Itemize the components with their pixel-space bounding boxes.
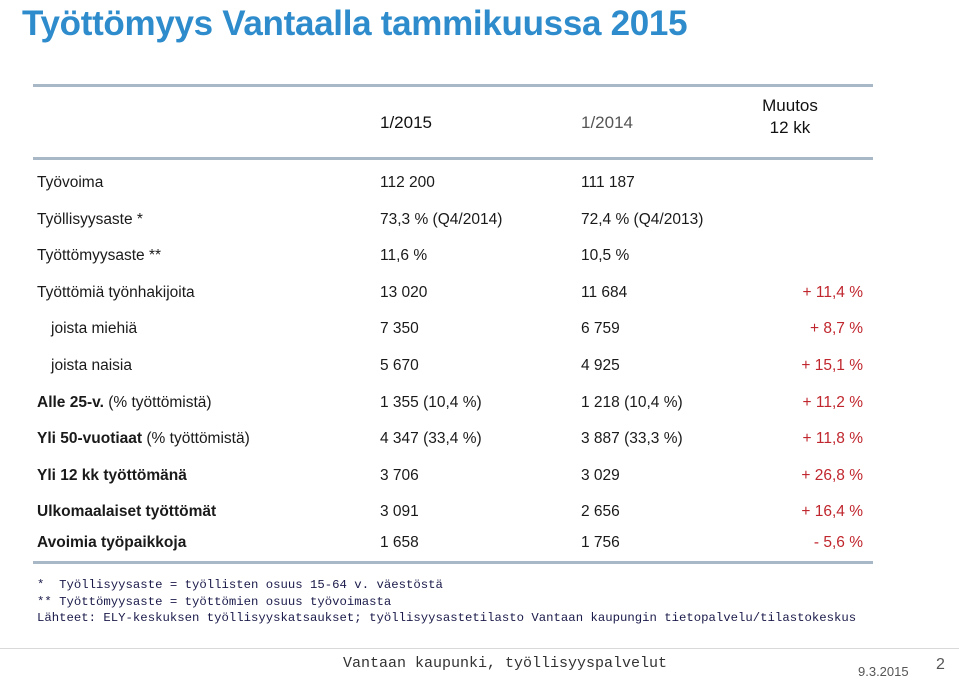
value-2015: 1 658: [380, 534, 419, 552]
page-title: Työttömyys Vantaalla tammikuussa 2015: [22, 4, 688, 43]
header-change-line1: Muutos: [762, 96, 818, 115]
value-2015: 11,6 %: [380, 247, 428, 265]
footer-date: 9.3.2015: [858, 664, 909, 679]
value-2015: 3 706: [380, 466, 419, 484]
value-2014: 6 759: [581, 320, 620, 338]
table-row: Yli 12 kk työttömänä 3 706 3 029 + 26,8 …: [33, 459, 873, 496]
change-value: + 11,4 %: [802, 283, 863, 301]
table-row: Yli 50-vuotiaat (% työttömistä) 4 347 (3…: [33, 422, 873, 459]
footnote-sources: Lähteet: ELY-keskuksen työllisyyskatsauk…: [37, 611, 857, 625]
value-2015: 73,3 % (Q4/2014): [380, 210, 503, 228]
row-label-group: Alle 25-v. (% työttömistä): [37, 394, 212, 412]
row-label: Yli 50-vuotiaat: [37, 430, 143, 448]
row-label: joista naisia: [51, 356, 132, 374]
value-2014: 1 756: [581, 534, 620, 552]
header-1-2015: 1/2015: [380, 113, 432, 132]
change-value: + 15,1 %: [801, 356, 863, 374]
value-2015: 4 347 (33,4 %): [380, 430, 482, 448]
value-2014: 3 887 (33,3 %): [581, 430, 683, 448]
table-row: joista miehiä 7 350 6 759 + 8,7 %: [33, 312, 873, 349]
row-label: Yli 12 kk työttömänä: [37, 466, 187, 484]
header-change-line2: 12 kk: [769, 118, 811, 137]
header-1-2014: 1/2014: [581, 113, 633, 132]
value-2015: 112 200: [380, 174, 435, 191]
footnote-employment-rate: * Työllisyysaste = työllisten osuus 15-6…: [37, 578, 443, 592]
footnote-unemployment-rate: ** Työttömyysaste = työttömien osuus työ…: [37, 594, 392, 609]
footer-organization: Vantaan kaupunki, työllisyyspalvelut: [343, 655, 668, 672]
row-label-suffix: (% työttömistä): [142, 430, 250, 448]
change-value: + 26,8 %: [801, 466, 863, 484]
row-label: Työllisyysaste *: [37, 210, 143, 228]
value-2015: 3 091: [380, 503, 419, 521]
value-2015: 1 355 (10,4 %): [380, 393, 482, 411]
table-row: Työttömiä työnhakijoita 13 020 11 684 + …: [33, 276, 873, 313]
row-label: Avoimia työpaikkoja: [37, 534, 187, 552]
table-row: Työllisyysaste * 73,3 % (Q4/2014) 72,4 %…: [33, 203, 873, 240]
change-value: + 11,8 %: [802, 430, 863, 448]
value-2014: 1 218 (10,4 %): [581, 393, 683, 411]
value-2014: 10,5 %: [581, 247, 630, 265]
value-2014: 2 656: [581, 503, 620, 521]
table-row: Alle 25-v. (% työttömistä) 1 355 (10,4 %…: [33, 386, 873, 423]
footer-divider: [0, 648, 959, 649]
table-row: Työvoima 112 200 111 187: [33, 166, 873, 203]
value-2014: 4 925: [581, 356, 620, 374]
header-change: Muutos 12 kk: [745, 95, 835, 139]
value-2014: 3 029: [581, 466, 620, 484]
footnotes: * Työllisyysaste = työllisten osuus 15-6…: [37, 577, 856, 627]
value-2014: 11 684: [581, 283, 628, 301]
table-top-rule: [33, 84, 873, 87]
value-2014: 72,4 % (Q4/2013): [581, 210, 704, 228]
table-row: Avoimia työpaikkoja 1 658 1 756 - 5,6 %: [33, 526, 873, 557]
value-2015: 13 020: [380, 283, 428, 301]
change-value: + 16,4 %: [801, 503, 863, 521]
table-row: Ulkomaalaiset työttömät 3 091 2 656 + 16…: [33, 495, 873, 526]
table-header: 1/2015 1/2014 Muutos 12 kk: [33, 87, 873, 157]
row-label-suffix: (% työttömistä): [103, 393, 212, 411]
page-number: 2: [936, 656, 945, 673]
table-bottom-rule: [33, 561, 873, 565]
table-header-rule: [33, 157, 873, 160]
value-2014: 111 187: [581, 174, 635, 191]
row-label: joista miehiä: [51, 320, 138, 338]
table-row: Työttömyysaste ** 11,6 % 10,5 %: [33, 239, 873, 276]
row-label: Alle 25-v.: [37, 393, 104, 411]
table-row: joista naisia 5 670 4 925 + 15,1 %: [33, 349, 873, 386]
row-label: Työttömyysaste **: [37, 247, 162, 265]
value-2015: 7 350: [380, 320, 419, 338]
unemployment-table: 1/2015 1/2014 Muutos 12 kk Työvoima 112 …: [33, 84, 873, 565]
row-label: Työvoima: [37, 174, 104, 191]
row-label: Ulkomaalaiset työttömät: [37, 503, 217, 521]
change-value: + 8,7 %: [810, 320, 863, 338]
row-label-group: Yli 50-vuotiaat (% työttömistä): [37, 430, 250, 448]
value-2015: 5 670: [380, 356, 419, 374]
change-value: + 11,2 %: [802, 393, 863, 411]
change-value: - 5,6 %: [813, 534, 863, 552]
row-label: Työttömiä työnhakijoita: [37, 283, 195, 301]
